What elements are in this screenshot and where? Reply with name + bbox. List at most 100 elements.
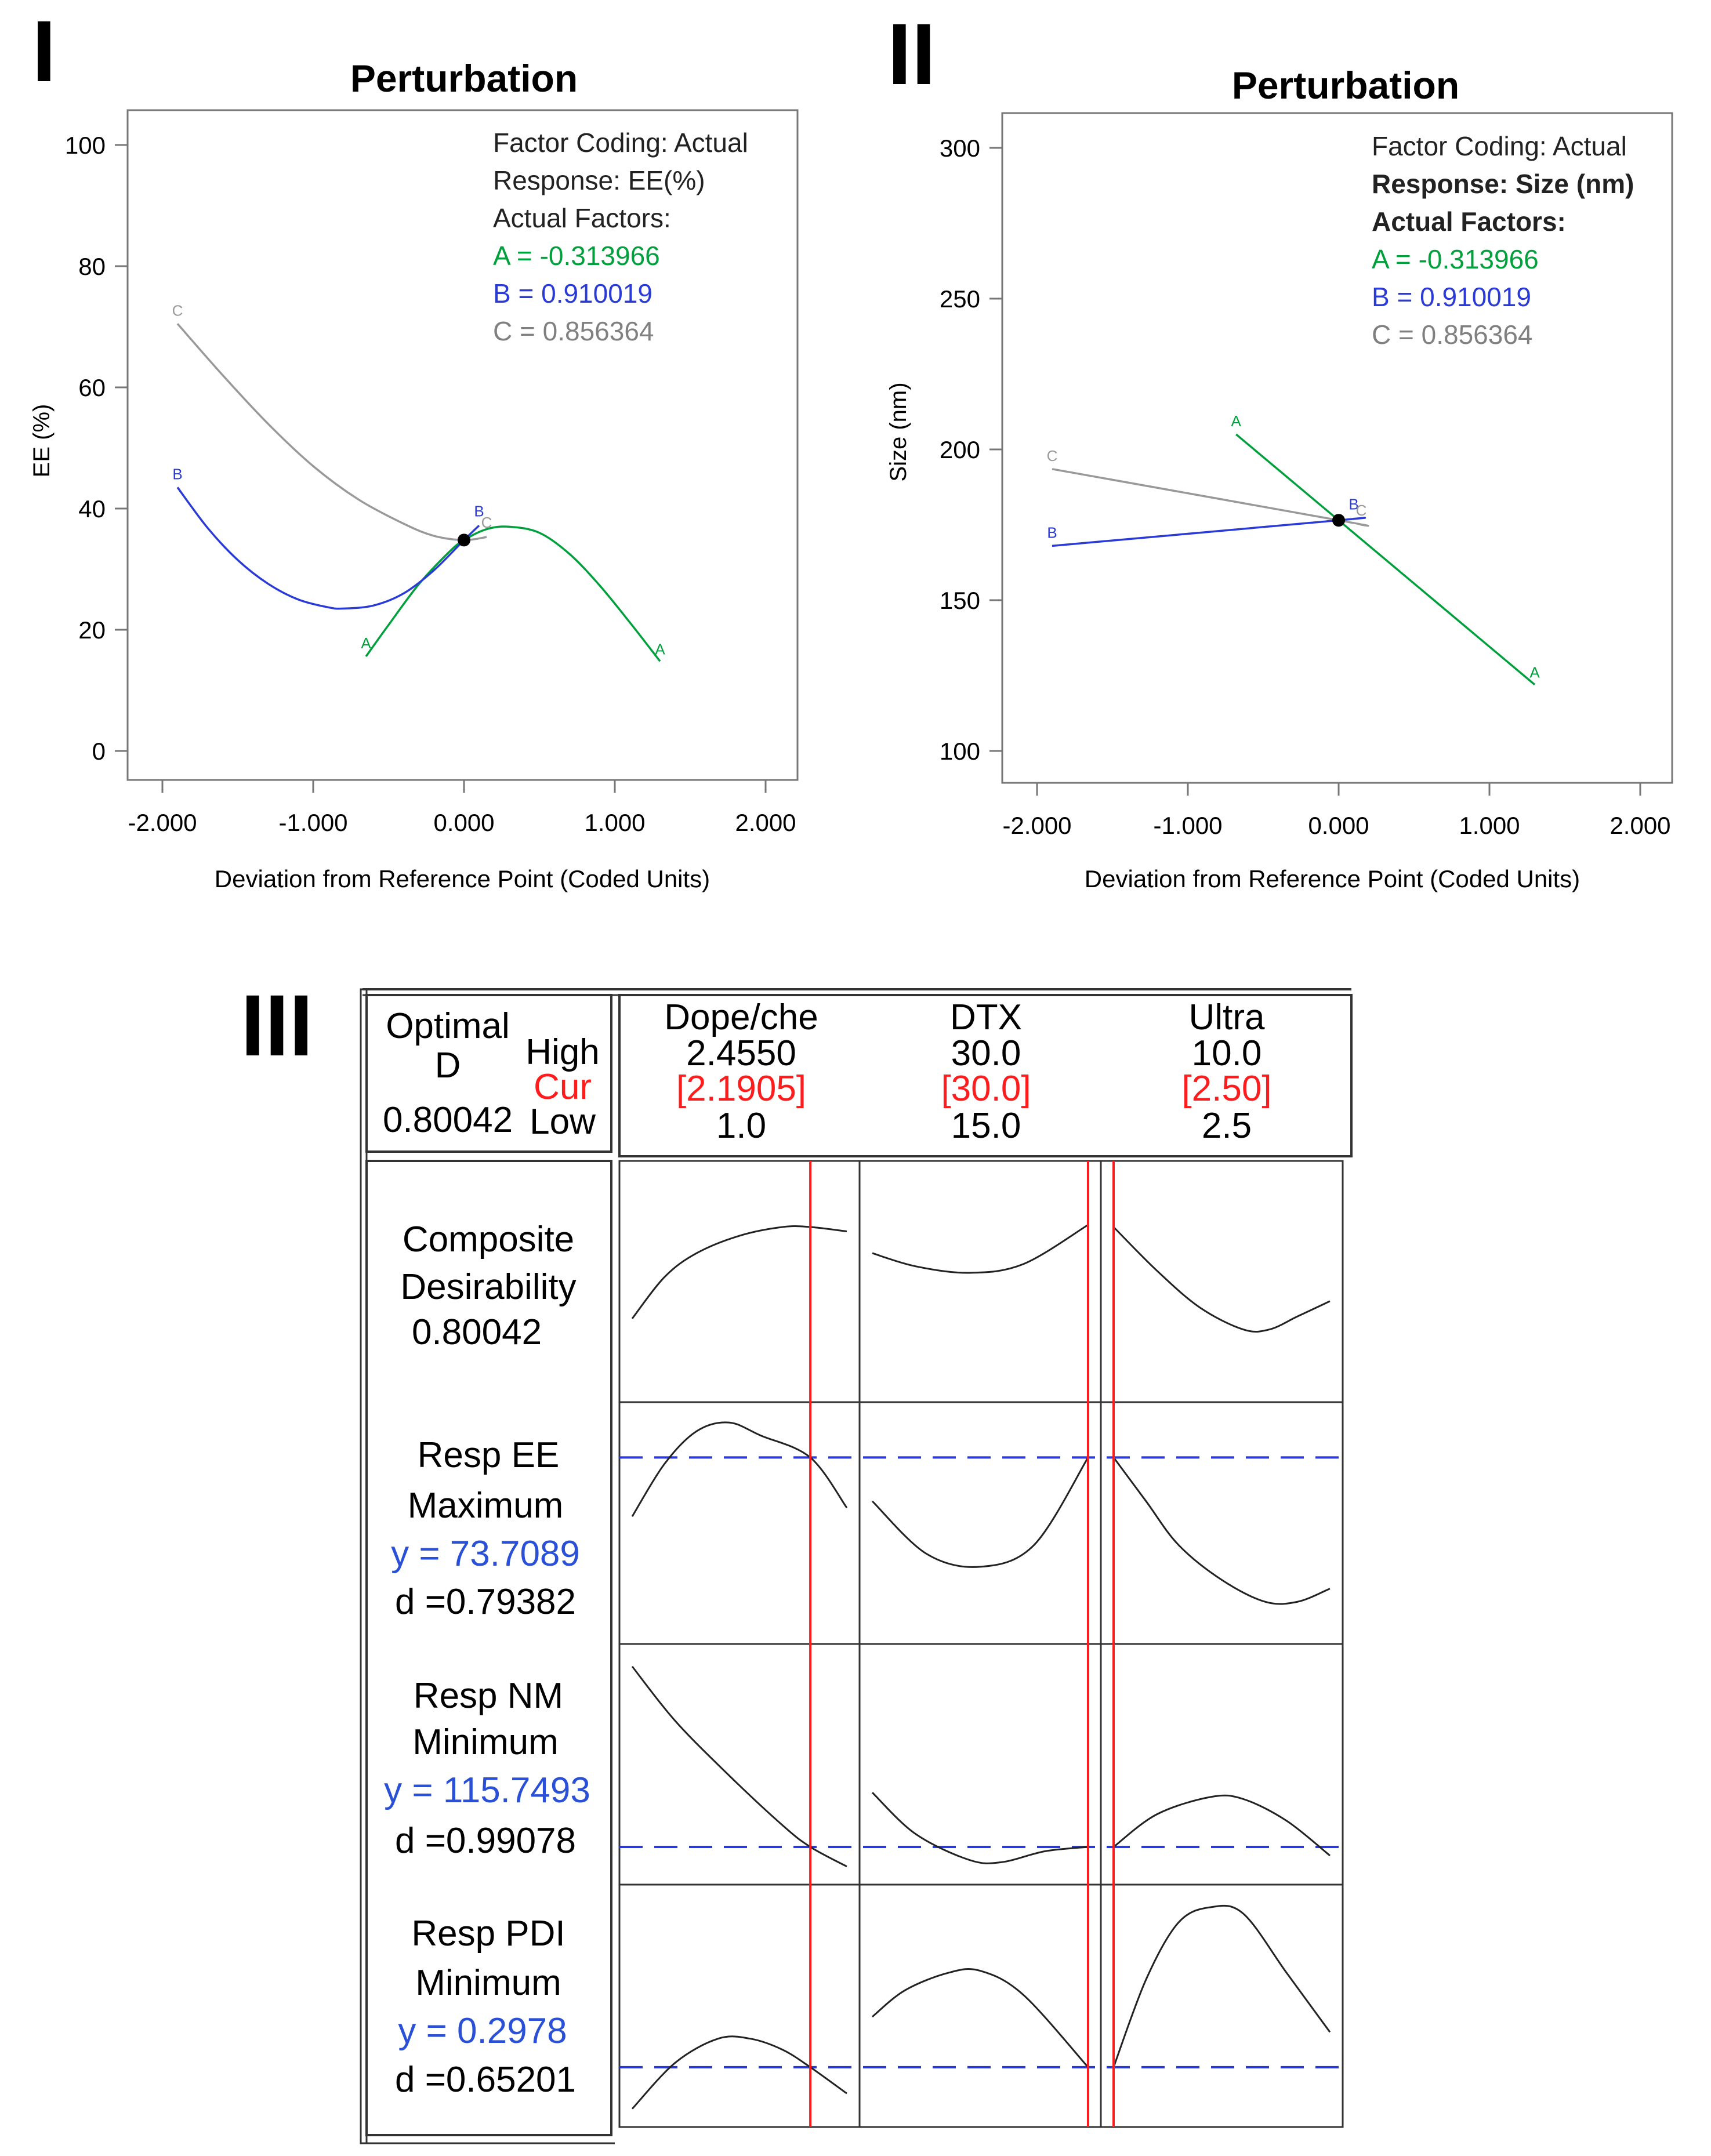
response-label-line: Resp PDI <box>411 1914 565 1954</box>
chart1-info-box: Factor Coding: Actual Response: EE(%) Ac… <box>493 128 748 346</box>
series-c-line <box>176 323 487 542</box>
response-label-pdi: Resp PDI Minimum y = 0.2978 d =0.65201 <box>395 1914 576 2100</box>
optimizer-cell-frame <box>1100 1883 1344 2128</box>
chart1-plot-frame <box>126 109 799 781</box>
factor-cur: [2.50] <box>1181 1069 1271 1109</box>
x-tick-label: -2.000 <box>128 809 197 836</box>
response-label-y: y = 73.7089 <box>391 1534 580 1574</box>
reference-point <box>458 533 470 547</box>
optimizer-cell-frame <box>1100 1643 1344 1886</box>
response-label-nm: Resp NM Minimum y = 115.7493 d =0.99078 <box>384 1676 590 1861</box>
chart1-info-coding: Factor Coding: Actual <box>493 128 748 158</box>
y-tick-label: 60 <box>78 374 106 401</box>
factor-low: 2.5 <box>1202 1106 1252 1146</box>
panel-label-iii: III <box>241 977 313 1074</box>
series-a-end-label: A <box>655 640 665 658</box>
chart2-info-response: Response: Size (nm) <box>1372 169 1634 199</box>
response-label-line: Minimum <box>415 1963 561 2003</box>
optimizer-cell-frame <box>858 1160 1102 1403</box>
y-tick-label: 200 <box>940 436 980 463</box>
series-a-line <box>365 525 661 662</box>
response-label-y: y = 0.2978 <box>398 2011 567 2051</box>
response-label-line: Desirability <box>400 1267 576 1307</box>
optimizer-cell-frame <box>618 1883 861 2128</box>
x-tick-label: 2.000 <box>735 809 796 836</box>
x-tick-label: 0.000 <box>1308 812 1369 839</box>
chart2-info-box: Factor Coding: Actual Response: Size (nm… <box>1372 131 1634 350</box>
chart2-y-label: Size (nm) <box>886 382 911 481</box>
series-b-line <box>1052 517 1366 547</box>
x-tick-label: 0.000 <box>433 809 494 836</box>
x-tick-label: 1.000 <box>584 809 645 836</box>
y-tick-label: 100 <box>65 132 106 159</box>
series-a-end-label: A <box>361 634 371 652</box>
panel-label-ii: II <box>887 5 936 103</box>
chart1-info-response: Response: EE(%) <box>493 165 705 195</box>
chart2-info-actual-factors: Actual Factors: <box>1372 206 1566 237</box>
series-c-end-label: C <box>172 302 183 319</box>
chart1-y-label: EE (%) <box>29 404 55 478</box>
y-tick-label: 100 <box>940 738 980 765</box>
optimizer-cell-frame <box>1100 1160 1344 1403</box>
chart2-y-axis: 100 150 200 250 300 <box>940 135 1002 765</box>
series-c-end-label: C <box>481 514 492 531</box>
chart1-y-axis: 0 20 40 60 80 100 <box>65 132 128 765</box>
series-a-end-label: A <box>1529 664 1540 681</box>
chart2-x-label: Deviation from Reference Point (Coded Un… <box>1085 865 1580 892</box>
factors-header-box <box>618 994 1353 1157</box>
series-a-end-label: A <box>1231 412 1242 430</box>
optimizer-cell-frame <box>618 1160 861 1403</box>
response-label-line: Minimum <box>412 1722 558 1762</box>
response-label-line: d =0.65201 <box>395 2060 576 2100</box>
response-curve <box>1112 1226 1331 1333</box>
chart1-x-axis: -2.000 -1.000 0.000 1.000 2.000 <box>128 780 796 836</box>
series-a-line <box>1235 433 1536 685</box>
factor-low: 15.0 <box>951 1106 1021 1146</box>
reference-point <box>1332 514 1345 527</box>
optimizer-cell-frame <box>858 1401 1102 1645</box>
response-label-line: Resp EE <box>418 1435 560 1475</box>
optimizer-cell-frame <box>858 1883 1102 2128</box>
response-label-line: Composite <box>403 1219 574 1260</box>
row-cur-label: Cur <box>534 1067 592 1107</box>
x-tick-label: -1.000 <box>1153 812 1222 839</box>
response-curve <box>872 1224 1089 1274</box>
chart1-x-label: Deviation from Reference Point (Coded Un… <box>215 865 710 892</box>
factor-name: DTX <box>950 997 1022 1037</box>
factor-name: Dope/che <box>664 997 818 1037</box>
x-tick-label: -1.000 <box>278 809 347 836</box>
factor-cur: [2.1905] <box>676 1069 806 1109</box>
chart2-x-axis: -2.000 -1.000 0.000 1.000 2.000 <box>1002 783 1671 839</box>
factor-high: 10.0 <box>1192 1033 1262 1073</box>
factor-name: Ultra <box>1189 997 1265 1037</box>
factor-cur: [30.0] <box>941 1069 1031 1109</box>
x-tick-label: -2.000 <box>1002 812 1071 839</box>
response-label-ee: Resp EE Maximum y = 73.7089 d =0.79382 <box>391 1435 580 1622</box>
response-curve <box>631 1225 847 1319</box>
chart2-plot-frame <box>1001 112 1673 784</box>
response-curve <box>872 1968 1089 2068</box>
chart1-info-actual-factors: Actual Factors: <box>493 203 671 233</box>
factor-high: 30.0 <box>951 1033 1021 1073</box>
chart2-info-factor-b: B = 0.910019 <box>1372 282 1531 312</box>
factor-column-dope-che: Dope/che 2.4550 [2.1905] 1.0 <box>664 997 818 1146</box>
series-c-end-label: C <box>1047 447 1058 464</box>
y-tick-label: 20 <box>78 616 106 644</box>
x-tick-label: 1.000 <box>1459 812 1520 839</box>
row-low-label: Low <box>530 1102 596 1142</box>
optimal-label: Optimal <box>386 1006 510 1046</box>
response-label-line: Resp NM <box>414 1676 563 1716</box>
response-curve <box>1113 1794 1331 1857</box>
factor-column-dtx: DTX 30.0 [30.0] 15.0 <box>941 997 1031 1146</box>
chart2-info-factor-c: C = 0.856364 <box>1372 320 1533 350</box>
optimal-d-label: D <box>435 1046 461 1086</box>
series-b-end-label: B <box>1047 524 1057 541</box>
chart1-title: Perturbation <box>350 57 578 100</box>
response-curve <box>871 1792 1089 1864</box>
y-tick-label: 250 <box>940 285 980 313</box>
optimizer-cell-frame <box>618 1401 861 1645</box>
panel-label-i: I <box>32 2 56 100</box>
y-tick-label: 0 <box>92 738 106 765</box>
factor-column-ultra: Ultra 10.0 [2.50] 2.5 <box>1181 997 1271 1146</box>
